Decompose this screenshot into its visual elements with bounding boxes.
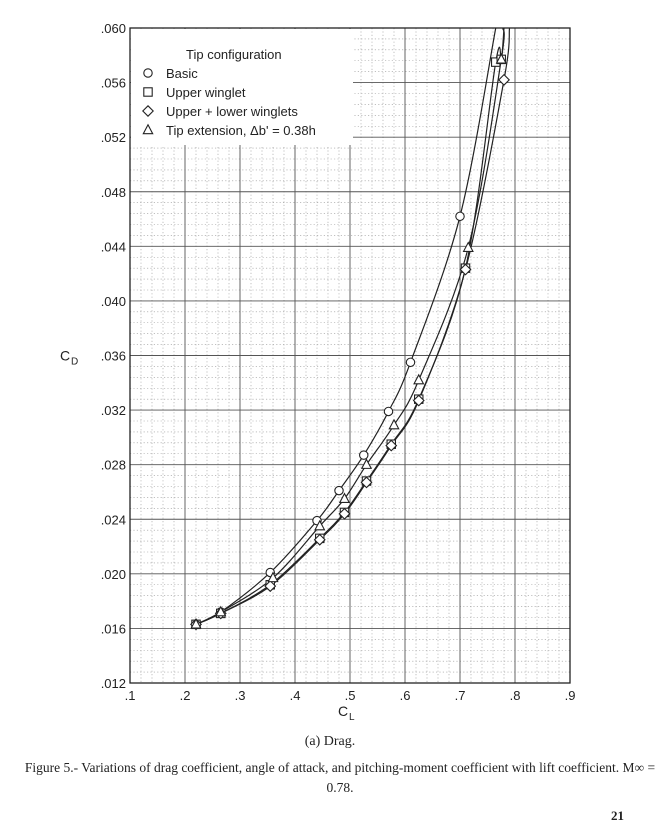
x-tick-label: .6	[400, 688, 411, 703]
data-point-diamond	[459, 263, 472, 276]
y-axis-label: C	[60, 348, 70, 364]
data-point-circle	[455, 211, 465, 222]
y-tick-label: .032	[101, 403, 126, 418]
y-tick-label: .040	[101, 294, 126, 309]
data-point-diamond	[360, 476, 373, 489]
x-tick-label: .2	[180, 688, 191, 703]
y-tick-label: .036	[101, 349, 126, 364]
y-tick-label: .020	[101, 567, 126, 582]
legend-box	[131, 29, 353, 145]
legend-circle-icon	[143, 68, 153, 78]
legend-square-icon	[143, 87, 153, 97]
drag-chart: .1 .2 .3 .4 .5 .6 .7 .8 .9 .012 .016 .020 .024 .028 .0…	[60, 21, 576, 724]
data-point-diamond	[338, 507, 351, 520]
data-point-diamond	[313, 533, 326, 546]
legend-background	[131, 29, 353, 145]
x-axis-label: C	[338, 703, 348, 719]
data-point-triangle	[413, 373, 425, 385]
x-tick-label: .8	[510, 688, 521, 703]
legend-triangle-icon	[142, 123, 154, 135]
y-tick-label: .016	[101, 621, 126, 636]
y-tick-label: .012	[101, 676, 126, 691]
tick-labels: .1 .2 .3 .4 .5 .6 .7 .8 .9 .012 .016 .020 .024 .028 .0…	[101, 21, 576, 703]
data-point-circle	[383, 406, 394, 417]
y-tick-label: .052	[101, 130, 126, 145]
data-point-circle	[405, 357, 416, 368]
y-tick-label: .028	[101, 458, 126, 473]
legend-title: Tip configuration	[186, 47, 282, 62]
y-tick-label: .056	[101, 76, 126, 91]
data-point-triangle	[388, 418, 400, 430]
plot-border	[129, 27, 571, 684]
data-point-triangle	[190, 617, 202, 629]
legend-entry-label: Tip extension, Δb' = 0.38h	[166, 123, 316, 138]
y-tick-label: .024	[101, 512, 126, 527]
y-axis-label-subscript: D	[71, 357, 78, 368]
x-axis-label-subscript: L	[349, 712, 355, 723]
x-tick-label: .3	[235, 688, 246, 703]
data-point-diamond	[498, 73, 510, 86]
x-tick-label: .9	[565, 688, 576, 703]
legend-entry-label: Upper + lower winglets	[166, 104, 298, 119]
legend-entry-label: Upper winglet	[166, 85, 246, 100]
data-point-triangle	[215, 605, 227, 617]
data-point-triangle	[314, 519, 326, 531]
x-tick-label: .1	[125, 688, 136, 703]
y-tick-label: .044	[101, 239, 126, 254]
x-tick-label: .4	[290, 688, 301, 703]
data-point-circle	[358, 450, 369, 460]
data-point-triangle	[360, 458, 373, 469]
page-number: 21	[611, 808, 624, 823]
legend: Tip configuration Basic Upper winglet Upper…	[142, 47, 316, 138]
data-point-diamond	[385, 439, 398, 452]
data-point-triangle	[338, 492, 351, 504]
data-point-triangle	[462, 241, 474, 252]
y-tick-label: .048	[101, 185, 126, 200]
data-point-triangle	[267, 571, 279, 583]
data-markers	[190, 53, 510, 631]
figure-caption: Figure 5.- Variations of drag coefficien…	[24, 760, 656, 795]
x-tick-label: .5	[345, 688, 356, 703]
x-tick-label: .7	[455, 688, 466, 703]
legend-entry-label: Basic	[166, 66, 198, 81]
legend-diamond-icon	[142, 105, 154, 117]
y-tick-label: .060	[101, 21, 126, 36]
axis-labels: C DC L	[60, 348, 355, 724]
data-point-diamond	[412, 394, 425, 407]
subfigure-caption: (a) Drag.	[304, 734, 356, 749]
plot-frame	[129, 27, 571, 684]
data-point-triangle	[495, 53, 507, 64]
data-point-circle	[334, 485, 344, 496]
data-point-diamond	[264, 580, 277, 593]
